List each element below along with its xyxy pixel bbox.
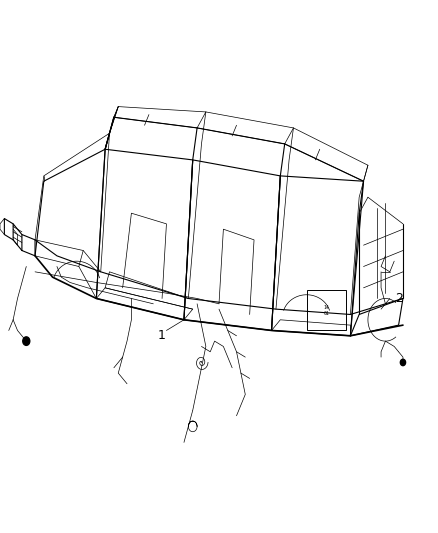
Circle shape (400, 359, 406, 366)
FancyBboxPatch shape (307, 290, 346, 330)
Text: 1: 1 (158, 329, 166, 342)
Circle shape (23, 337, 30, 345)
Text: 2: 2 (395, 292, 403, 305)
Text: 14
01: 14 01 (323, 305, 329, 316)
